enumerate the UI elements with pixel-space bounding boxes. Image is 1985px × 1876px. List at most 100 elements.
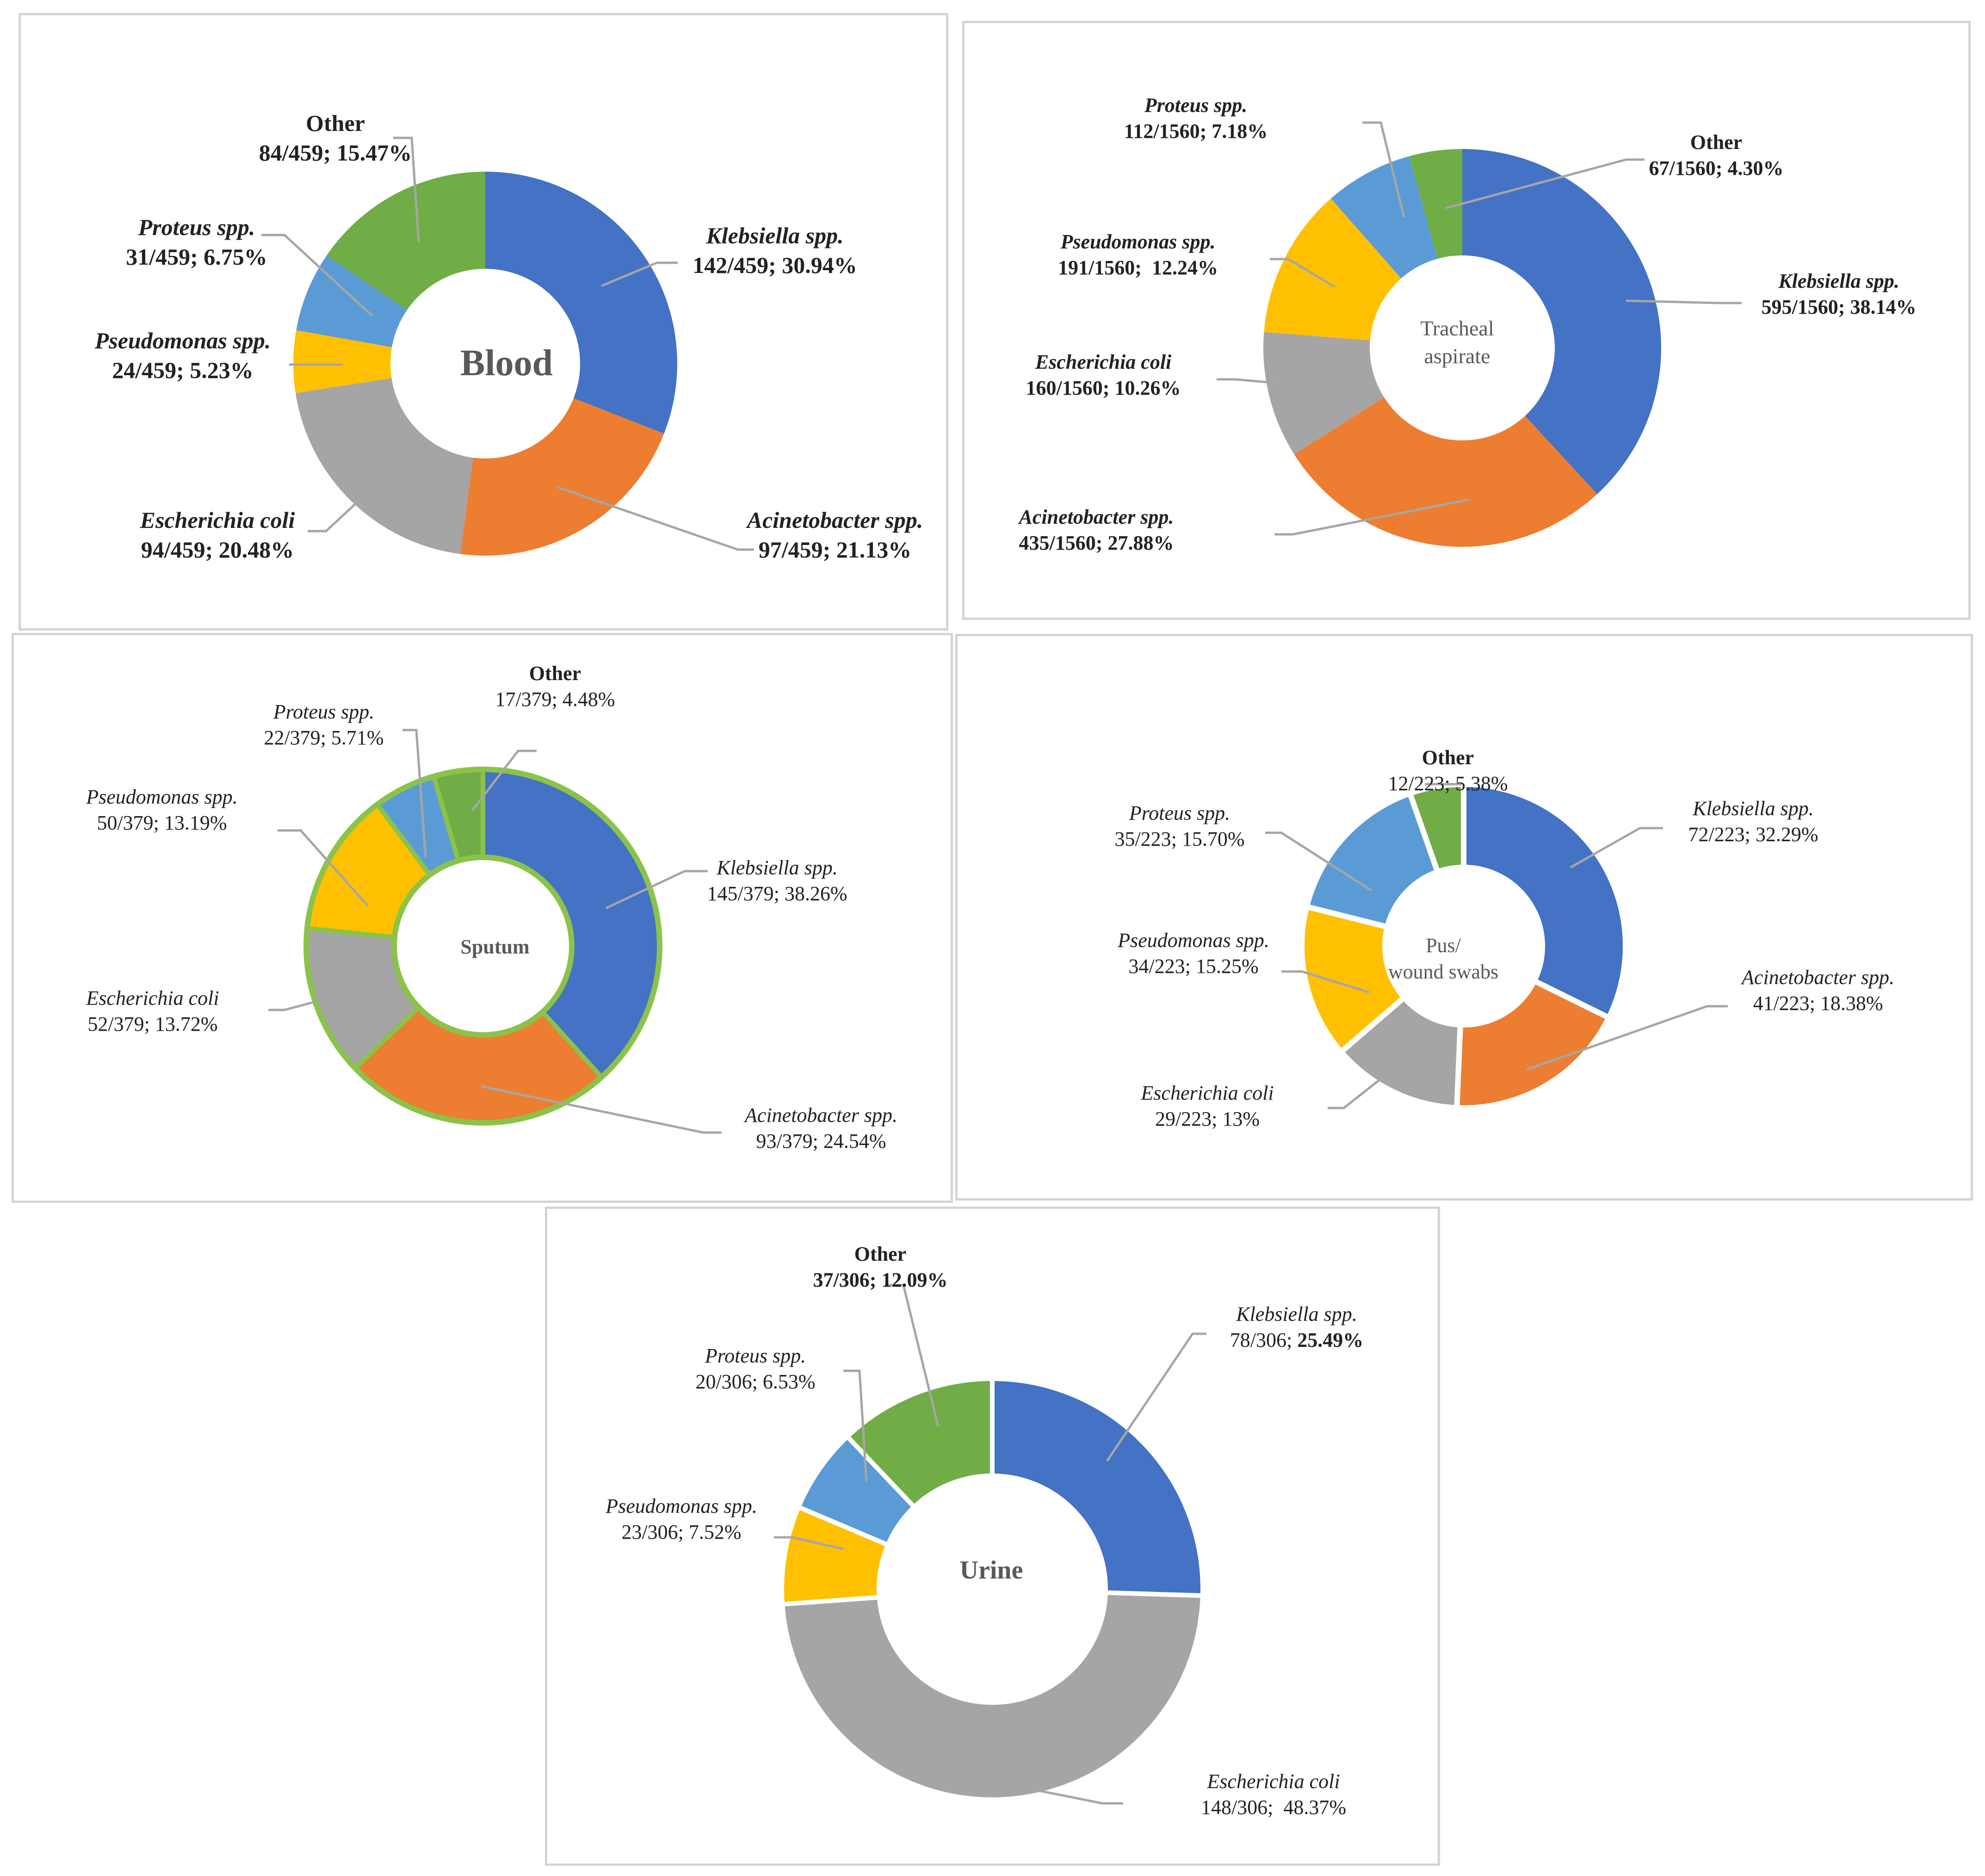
- blood-slice-ecoli: [295, 378, 473, 554]
- slice-name: Pseudomonas spp.: [1118, 929, 1269, 952]
- sputum-label-acinetobacter: Acinetobacter spp. 93/379; 24.54%: [715, 1102, 928, 1154]
- urine-label-pseudomonas: Pseudomonas spp. 23/306; 7.52%: [589, 1493, 774, 1545]
- slice-name: Proteus spp.: [273, 700, 375, 723]
- sputum-label-klebsiella: Klebsiella spp. 145/379; 38.26%: [675, 855, 879, 907]
- sputum-label-pseudomonas: Pseudomonas spp. 50/379; 13.19%: [69, 784, 254, 836]
- slice-name: Klebsiella spp.: [717, 856, 838, 879]
- blood-label-acinetobacter: Acinetobacter spp. 97/459; 21.13%: [738, 506, 932, 564]
- blood-label-other: Other 84/459; 15.47%: [215, 109, 456, 167]
- pus-slice-other: [1407, 781, 1466, 875]
- urine-slice-other: [845, 1376, 995, 1510]
- sputum-leader-klebsiella: [605, 870, 708, 910]
- center-line: Urine: [959, 1556, 1023, 1585]
- trach-leader-acinetobacter: [1274, 498, 1469, 536]
- sputum-center-label: Sputum: [402, 934, 587, 960]
- slice-count-percent: 20/306; 6.53%: [695, 1370, 816, 1393]
- trach-slice-klebsiella: [1462, 149, 1661, 495]
- pus-wound-swabs-leader-lines: [1265, 783, 1728, 1109]
- trach-slice-acinetobacter: [1294, 397, 1597, 547]
- pus-leader-proteus: [1265, 831, 1373, 892]
- urine-slice-klebsiella: [990, 1376, 1205, 1598]
- slice-count-percent: 35/223; 15.70%: [1114, 827, 1245, 850]
- urine-label-ecoli: Escherichia coli 148/306; 48.37%: [1167, 1769, 1380, 1820]
- slice-name: Acinetobacter spp.: [1019, 506, 1174, 528]
- slice-count-percent: 24/459; 5.23%: [112, 357, 254, 383]
- pus-wound-swabs-label-other: Other 12/223; 5.38%: [1355, 745, 1540, 797]
- slice-count-percent: 93/379; 24.54%: [756, 1129, 886, 1152]
- sputum-leader-ecoli: [268, 999, 320, 1011]
- pus-wound-swabs-label-klebsiella: Klebsiella spp. 72/223; 32.29%: [1651, 796, 1855, 848]
- sputum-leader-other: [471, 749, 537, 812]
- slice-count-percent: 67/1560; 4.30%: [1649, 156, 1784, 180]
- pus-slice-pseudomonas: [1299, 904, 1407, 1055]
- trach-leader-proteus: [1362, 121, 1405, 218]
- blood-slice-klebsiella: [485, 172, 678, 434]
- slice-name: Escherichia coli: [1141, 1082, 1274, 1104]
- slice-name: Pseudomonas spp.: [606, 1495, 757, 1517]
- trach-slice-proteus: [1331, 156, 1438, 279]
- urine-leader-other: [885, 1284, 940, 1427]
- trach-leader-other: [1445, 158, 1645, 210]
- slice-count-percent: 191/1560; 12.24%: [1058, 256, 1218, 279]
- blood-leader-lines: [261, 136, 754, 551]
- pus-slice-klebsiella: [1461, 781, 1628, 1021]
- pus-wound-swabs-chart-panel: Pus/ wound swabs Other 12/223; 5.38% Pro…: [955, 634, 1973, 1201]
- sputum-label-ecoli: Escherichia coli 52/379; 13.72%: [60, 985, 245, 1037]
- tracheal-aspirate-slices: [1263, 149, 1661, 547]
- urine-chart-panel: Urine Other 37/306; 12.09% Klebsiella sp…: [545, 1207, 1440, 1866]
- slice-count-percent: 41/223; 18.38%: [1753, 991, 1883, 1015]
- pus-slice-proteus: [1304, 790, 1441, 930]
- pus-wound-swabs-label-acinetobacter: Acinetobacter spp. 41/223; 18.38%: [1721, 965, 1915, 1016]
- pus-slice-acinetobacter: [1454, 978, 1612, 1111]
- sputum-ring-inner: [391, 854, 575, 1038]
- sputum-leader-proteus: [402, 729, 427, 858]
- tracheal-aspirate-label-klebsiella: Klebsiella spp. 595/1560; 38.14%: [1737, 268, 1941, 320]
- sputum-donut-chart: [268, 729, 722, 1134]
- tracheal-aspirate-donut-chart: [1217, 121, 1742, 547]
- blood-leader-other: [393, 136, 420, 242]
- tracheal-aspirate-label-pseudomonas: Pseudomonas spp. 191/1560; 12.24%: [1032, 229, 1244, 281]
- slice-count-percent: 17/379; 4.48%: [495, 687, 615, 711]
- blood-donut-chart: [261, 136, 754, 556]
- blood-slice-pseudomonas: [293, 330, 392, 393]
- blood-chart-panel: Blood Other 84/459; 15.47% Klebsiella sp…: [19, 13, 948, 631]
- slice-count-percent: 31/459; 6.75%: [126, 243, 267, 270]
- slice-name: Klebsiella spp.: [1693, 797, 1814, 820]
- urine-leader-proteus: [843, 1369, 868, 1482]
- slice-name: Klebsiella spp.: [706, 223, 844, 248]
- center-line: Sputum: [460, 935, 530, 958]
- slice-count-percent: 160/1560; 10.26%: [1026, 376, 1181, 399]
- slice-name: Escherichia coli: [140, 507, 295, 533]
- slice-count-percent: 97/459; 21.13%: [758, 536, 912, 563]
- center-line: wound swabs: [1388, 960, 1499, 984]
- urine-leader-ecoli: [1033, 1788, 1123, 1805]
- pus-wound-swabs-label-pseudomonas: Pseudomonas spp. 34/223; 15.25%: [1101, 928, 1286, 979]
- tracheal-aspirate-leader-lines: [1217, 121, 1742, 536]
- tracheal-aspirate-chart-panel: Tracheal aspirate Proteus spp. 112/1560;…: [962, 21, 1971, 620]
- blood-label-klebsiella: Klebsiella spp. 142/459; 30.94%: [668, 221, 881, 280]
- slice-count-percent: 12/223; 5.38%: [1388, 772, 1508, 795]
- blood-leader-proteus: [261, 234, 373, 317]
- blood-slices: [293, 172, 678, 556]
- slice-count-percent: 84/459; 15.47%: [259, 139, 412, 166]
- urine-leader-klebsiella: [1106, 1332, 1206, 1462]
- sputum-ring-outer: [303, 767, 662, 1126]
- sputum-slices: [303, 767, 662, 1126]
- urine-slices: [779, 1376, 1205, 1802]
- tracheal-aspirate-label-other: Other 67/1560; 4.30%: [1624, 130, 1809, 181]
- trach-leader-ecoli: [1217, 378, 1289, 385]
- slice-count-percent: 435/1560; 27.88%: [1019, 531, 1174, 554]
- slice-name: Acinetobacter spp.: [745, 1104, 897, 1127]
- center-line: aspirate: [1424, 344, 1490, 368]
- blood-leader-klebsiella: [601, 261, 678, 287]
- sputum-leader-acinetobacter: [481, 1085, 722, 1134]
- sputum-label-proteus: Proteus spp. 22/379; 5.71%: [231, 699, 416, 751]
- slice-name: Pseudomonas spp.: [1060, 230, 1216, 253]
- pus-wound-swabs-center-label: Pus/ wound swabs: [1346, 932, 1540, 985]
- slice-name: Proteus spp.: [138, 214, 255, 240]
- blood-label-ecoli: Escherichia coli 94/459; 20.48%: [116, 506, 319, 564]
- urine-slice-ecoli: [780, 1590, 1205, 1802]
- trach-leader-klebsiella: [1626, 299, 1742, 304]
- pus-leader-pseudomonas: [1281, 970, 1370, 994]
- pus-wound-swabs-label-ecoli: Escherichia coli 29/223; 13%: [1115, 1080, 1300, 1132]
